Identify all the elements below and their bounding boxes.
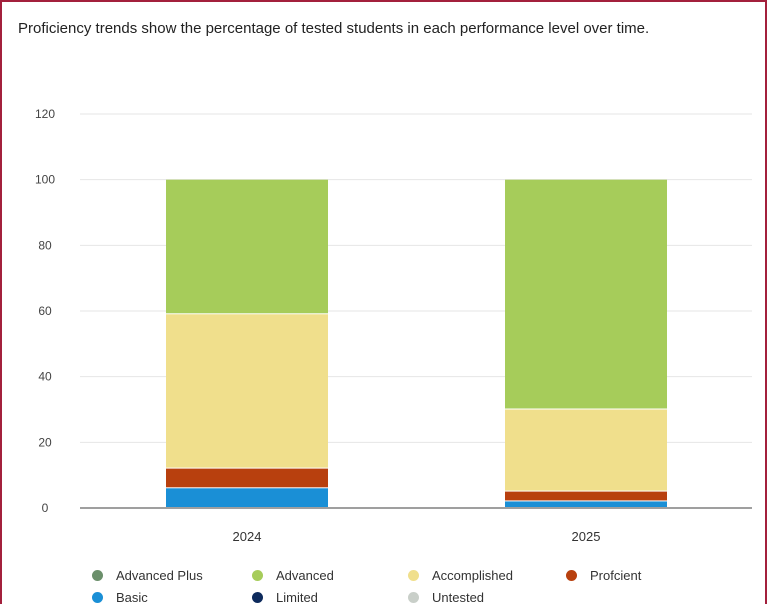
x-tick-label: 2025 bbox=[572, 529, 601, 544]
chart-caption: Proficiency trends show the percentage o… bbox=[18, 20, 650, 37]
legend-swatch bbox=[566, 569, 577, 581]
bar-segment-profcient-2025[interactable] bbox=[505, 491, 667, 501]
legend-label: Advanced Plus bbox=[116, 567, 203, 583]
legend-label: Limited bbox=[276, 589, 318, 605]
legend-item-advanced[interactable]: Advanced bbox=[252, 566, 408, 584]
bar-segment-accomplished-2024[interactable] bbox=[166, 314, 328, 468]
legend-swatch bbox=[408, 569, 419, 581]
bars bbox=[166, 179, 667, 507]
legend-item-profcient[interactable]: Profcient bbox=[566, 566, 716, 584]
legend-swatch bbox=[408, 591, 419, 603]
legend-item-advanced-plus[interactable]: Advanced Plus bbox=[92, 566, 252, 584]
y-tick-label: 80 bbox=[38, 238, 52, 252]
bar-segment-advanced-2024[interactable] bbox=[166, 179, 328, 314]
bar-segment-profcient-2024[interactable] bbox=[166, 468, 328, 488]
y-axis-ticks: 0 20 40 60 80 100 120 bbox=[35, 107, 55, 515]
legend-swatch bbox=[92, 569, 103, 581]
y-tick-label: 0 bbox=[42, 501, 49, 515]
y-tick-label: 100 bbox=[35, 173, 55, 187]
x-tick-label: 2024 bbox=[233, 529, 262, 544]
legend-swatch bbox=[252, 569, 263, 581]
legend-item-limited[interactable]: Limited bbox=[252, 588, 408, 606]
bar-segment-basic-2025[interactable] bbox=[505, 501, 667, 507]
x-axis-ticks: 2024 2025 bbox=[233, 529, 601, 544]
bar-segment-advanced-2025[interactable] bbox=[505, 179, 667, 409]
chart-legend: Advanced Plus Advanced Accomplished Profcie… bbox=[92, 566, 752, 606]
legend-swatch bbox=[252, 591, 263, 603]
bar-segment-basic-2024[interactable] bbox=[166, 488, 328, 507]
stacked-bar-chart: 0 20 40 60 80 100 120 2024 2025 bbox=[35, 107, 752, 544]
y-tick-label: 20 bbox=[38, 435, 52, 449]
y-tick-label: 120 bbox=[35, 107, 55, 121]
legend-item-basic[interactable]: Basic bbox=[92, 588, 252, 606]
legend-item-accomplished[interactable]: Accomplished bbox=[408, 566, 566, 584]
legend-label: Basic bbox=[116, 589, 148, 605]
legend-label: Untested bbox=[432, 589, 485, 605]
legend-item-untested[interactable]: Untested bbox=[408, 588, 566, 606]
y-tick-label: 40 bbox=[38, 370, 52, 384]
bar-segment-accomplished-2025[interactable] bbox=[505, 409, 667, 491]
legend-label: Profcient bbox=[590, 567, 642, 583]
legend-label: Advanced bbox=[276, 567, 334, 583]
legend-swatch bbox=[92, 591, 103, 603]
legend-label: Accomplished bbox=[432, 567, 513, 583]
y-tick-label: 60 bbox=[38, 304, 52, 318]
